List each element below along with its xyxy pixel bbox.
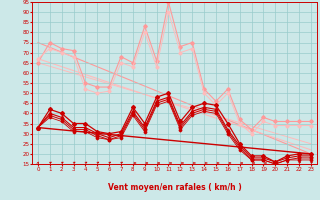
X-axis label: Vent moyen/en rafales ( km/h ): Vent moyen/en rafales ( km/h ) <box>108 183 241 192</box>
